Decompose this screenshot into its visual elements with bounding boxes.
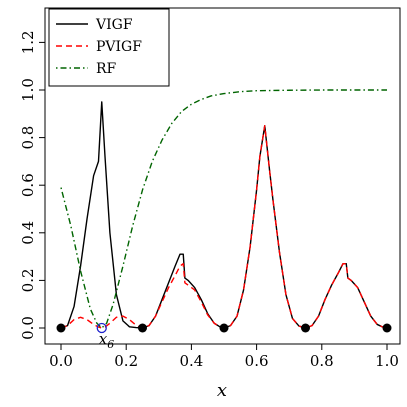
legend-label-vigf: VIGF xyxy=(95,17,133,33)
design-point xyxy=(219,323,229,333)
series-line-vigf xyxy=(60,101,388,329)
x-axis-label: x xyxy=(217,380,227,401)
y-tick-label: 0.6 xyxy=(19,173,37,197)
legend-box xyxy=(48,8,170,87)
legend-label-rf: RF xyxy=(96,61,117,77)
y-tick-label: 0.2 xyxy=(19,268,37,292)
legend-label-pvigf: PVIGF xyxy=(96,39,142,55)
series-line-rf xyxy=(60,89,387,329)
plot-frame xyxy=(44,7,401,345)
x-tick-label: 0.0 xyxy=(49,352,73,370)
selected-point-label-subscript: 6 xyxy=(107,338,114,351)
y-tick-label: 1.0 xyxy=(19,78,37,102)
x-tick-label: 1.0 xyxy=(375,352,399,370)
x-tick-label: 0.6 xyxy=(245,352,269,370)
x-tick-label: 0.8 xyxy=(310,352,334,370)
annotation-layer: x6 xyxy=(96,322,114,351)
selected-point-label: x6 xyxy=(99,330,114,351)
design-point xyxy=(56,323,66,333)
design-point xyxy=(138,323,147,333)
design-point xyxy=(382,323,392,333)
y-axis: 0.0 0.2 0.4 0.6 0.8 1.0 1.2 xyxy=(19,30,45,340)
y-tick-label: 1.2 xyxy=(19,30,37,54)
x-tick-label: 0.2 xyxy=(114,352,138,370)
design-points-layer xyxy=(56,323,392,333)
design-point xyxy=(301,323,310,333)
selected-point-label-main: x xyxy=(99,330,108,348)
y-tick-label: 0.0 xyxy=(19,316,37,340)
x-axis: 0.0 0.2 0.4 0.6 0.8 1.0 xyxy=(49,344,399,370)
series-layer xyxy=(60,89,388,329)
legend: VIGF PVIGF RF xyxy=(48,8,170,87)
selected-point-marker xyxy=(96,322,107,334)
y-tick-label: 0.8 xyxy=(19,126,37,150)
x-tick-label: 0.4 xyxy=(179,352,203,370)
y-tick-label: 0.4 xyxy=(19,221,37,245)
